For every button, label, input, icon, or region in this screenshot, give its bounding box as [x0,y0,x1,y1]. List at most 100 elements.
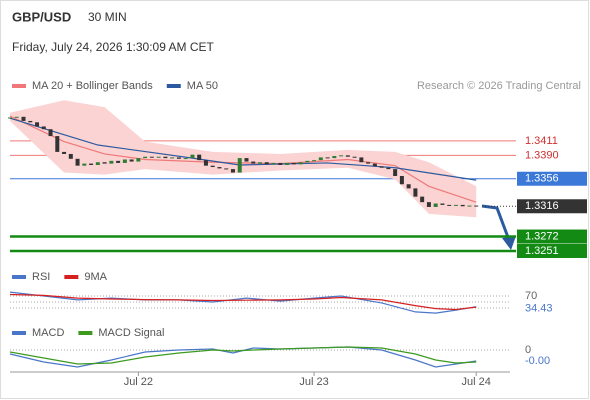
candle [345,155,350,157]
candle [95,162,100,165]
y-tick-label: 0 [525,344,531,356]
candle [230,169,235,173]
forecast-arrowhead [502,236,516,250]
level-label: 1.3251 [525,245,559,257]
candle [21,116,26,121]
candle [399,175,404,185]
level-label: 1.3316 [525,200,559,212]
level-box [517,229,587,244]
candle [28,120,33,123]
level-box [517,243,587,258]
candle [183,158,188,160]
candle [149,156,154,158]
series-line [9,293,477,311]
series-line [9,346,477,365]
candle [143,156,148,159]
legend-label: 9MA [84,271,107,283]
candle [35,122,40,127]
candle [68,153,73,159]
datetime: Friday, July 24, 2026 1:30:09 AM CET [12,40,215,54]
candle [237,158,242,173]
candle [176,157,181,159]
candle [285,162,290,165]
candle [244,158,249,162]
x-tick-label: Jul 24 [462,376,491,388]
credit: Research © 2026 Trading Central [417,80,581,92]
candle [366,162,371,164]
candle [197,154,202,161]
candle [82,163,87,166]
candle [122,159,127,163]
candle [251,161,256,164]
candle [258,162,262,164]
candle [291,162,296,165]
candle [163,156,168,159]
candle [129,159,134,162]
candle [420,196,425,203]
legend-label: MACD [32,327,64,339]
candle [460,204,465,207]
series-line [9,346,477,368]
level-label: 1.3356 [525,173,559,185]
x-tick-label: Jul 22 [124,376,153,388]
candle [170,157,175,159]
bollinger-band [10,100,477,218]
candle [453,204,458,206]
candle [156,156,161,158]
candle [55,136,60,152]
candle [210,165,215,168]
forecast-arrow [481,204,511,241]
candle [426,202,431,207]
rsi-value-label: 34.43 [525,303,553,315]
x-tick-label: Jul 23 [299,376,328,388]
timeframe: 30 MIN [88,10,127,24]
candle [447,204,452,206]
candle [372,163,377,167]
candle [386,167,391,170]
value-label: -0.00 [525,355,550,367]
candle [278,162,283,165]
candle [116,160,121,163]
candle [14,116,19,118]
candle [406,184,411,189]
candle [109,160,114,164]
candle [467,205,472,207]
candle [48,129,53,137]
candle [41,126,46,130]
candle [8,117,12,119]
candle [271,162,276,165]
candle [379,166,384,168]
candle [332,156,337,159]
level-box [517,199,587,214]
candle [339,155,344,157]
legend-label: MA 20 + Bollinger Bands [32,80,153,92]
level-label: 1.3390 [525,149,559,161]
series-line [9,291,477,314]
symbol: GBP/USD [12,9,71,24]
candle [217,167,222,169]
series-line [9,115,477,203]
candle [413,188,418,197]
candle [312,160,317,162]
candle [224,168,229,170]
candle [75,158,80,166]
candle [136,158,141,162]
candle [393,169,398,176]
level-label: 1.3272 [525,230,559,242]
candle [433,203,438,207]
candle [352,156,357,158]
candle [102,162,107,164]
candle [474,205,479,207]
candle [203,160,208,166]
candle [190,154,195,159]
candle [89,163,94,165]
legend-label: MA 50 [187,80,218,92]
legend-label: RSI [32,271,50,283]
legend-label: MACD Signal [98,327,164,339]
candle [264,162,269,165]
level-label: 1.3411 [525,135,558,147]
level-box [517,171,587,186]
candle [325,157,330,159]
